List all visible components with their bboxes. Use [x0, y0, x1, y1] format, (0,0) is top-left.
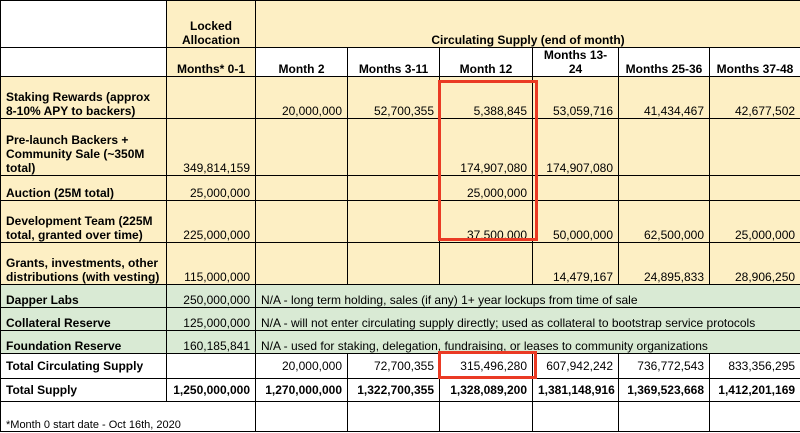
table-row: Pre-launch Backers + Community Sale (~35…: [0, 118, 800, 176]
cell: [255, 242, 348, 285]
empty-cell: [532, 401, 619, 432]
months-37-48-header: Months 37-48: [708, 47, 800, 77]
row-label-foundation: Foundation Reserve: [0, 330, 167, 354]
table-row: Foundation Reserve 160,185,841 N/A - use…: [0, 330, 800, 354]
month-2-header: Month 2: [255, 47, 348, 77]
table-row: Development Team (225M total, granted ov…: [0, 200, 800, 243]
cell: 53,059,716: [532, 76, 619, 119]
cell: [347, 175, 440, 201]
cell: 41,434,467: [618, 76, 710, 119]
cell: 25,000,000: [708, 200, 800, 243]
cell: 1,328,089,200: [439, 378, 533, 402]
cell: 52,700,355: [347, 76, 440, 119]
empty-cell: [618, 401, 710, 432]
cell: 736,772,543: [618, 353, 710, 379]
cell: 62,500,000: [618, 200, 710, 243]
cell: 607,942,242: [532, 353, 619, 379]
row-label-devteam: Development Team (225M total, granted ov…: [0, 200, 167, 243]
corner-empty-cell: [0, 0, 167, 48]
row-label-total-circulating: Total Circulating Supply: [0, 353, 167, 379]
row-label-prelaunch: Pre-launch Backers + Community Sale (~35…: [0, 118, 167, 176]
cell: 28,906,250: [708, 242, 800, 285]
cell: [166, 353, 256, 379]
cell: 125,000,000: [166, 307, 256, 331]
month-12-header: Month 12: [439, 47, 533, 77]
cell: [708, 118, 800, 176]
row-label-grants: Grants, investments, other distributions…: [0, 242, 167, 285]
row-label-staking: Staking Rewards (approx 8-10% APY to bac…: [0, 76, 167, 119]
cell: 315,496,280: [439, 353, 533, 379]
cell: 14,479,167: [532, 242, 619, 285]
cell: [166, 76, 256, 119]
cell: 25,000,000: [166, 175, 256, 201]
cell: 20,000,000: [255, 353, 348, 379]
table-row: Total Circulating Supply 20,000,000 72,7…: [0, 353, 800, 379]
cell: [618, 118, 710, 176]
cell: 1,381,148,916: [532, 378, 619, 402]
footnote: *Month 0 start date - Oct 16th, 2020: [0, 401, 256, 432]
cell: [255, 200, 348, 243]
cell: 174,907,080: [439, 118, 533, 176]
row-label-auction: Auction (25M total): [0, 175, 167, 201]
cell: 42,677,502: [708, 76, 800, 119]
corner-empty-cell: [0, 47, 167, 77]
months-0-1-header: Months* 0-1: [166, 47, 256, 77]
row-label-collateral: Collateral Reserve: [0, 307, 167, 331]
cell: 5,388,845: [439, 76, 533, 119]
cell: 1,250,000,000: [166, 378, 256, 402]
cell: 1,270,000,000: [255, 378, 348, 402]
table-row: *Month 0 start date - Oct 16th, 2020: [0, 401, 800, 432]
table-row: Staking Rewards (approx 8-10% APY to bac…: [0, 76, 800, 119]
cell: [255, 118, 348, 176]
cell: 24,895,833: [618, 242, 710, 285]
row-label-dapper: Dapper Labs: [0, 284, 167, 308]
table-row: Total Supply 1,250,000,000 1,270,000,000…: [0, 378, 800, 402]
table-row: Collateral Reserve 125,000,000 N/A - wil…: [0, 307, 800, 331]
cell: [708, 175, 800, 201]
row-label-total-supply: Total Supply: [0, 378, 167, 402]
empty-cell: [439, 401, 533, 432]
cell: 20,000,000: [255, 76, 348, 119]
cell: 37,500,000: [439, 200, 533, 243]
cell: 1,369,523,668: [618, 378, 710, 402]
locked-allocation-header: Locked Allocation: [166, 0, 256, 48]
cell: 160,185,841: [166, 330, 256, 354]
empty-cell: [255, 401, 348, 432]
circulating-supply-header: Circulating Supply (end of month): [254, 0, 800, 48]
cell: 115,000,000: [166, 242, 256, 285]
cell: 250,000,000: [166, 284, 256, 308]
cell: [347, 200, 440, 243]
cell: 225,000,000: [166, 200, 256, 243]
cell: 25,000,000: [439, 175, 533, 201]
empty-cell: [347, 401, 440, 432]
reserve-note: N/A - used for staking, delegation, fund…: [254, 330, 800, 354]
table-row: Dapper Labs 250,000,000 N/A - long term …: [0, 284, 800, 308]
months-3-11-header: Months 3-11: [347, 47, 440, 77]
cell: 349,814,159: [166, 118, 256, 176]
reserve-note: N/A - long term holding, sales (if any) …: [254, 284, 800, 308]
table-row: Grants, investments, other distributions…: [0, 242, 800, 285]
months-13-24-header: Months 13-24: [532, 47, 619, 77]
cell: [347, 242, 440, 285]
cell: 72,700,355: [347, 353, 440, 379]
cell: 50,000,000: [532, 200, 619, 243]
cell: 1,412,201,169: [708, 378, 800, 402]
table-row: Auction (25M total) 25,000,000 25,000,00…: [0, 175, 800, 201]
cell: [532, 175, 619, 201]
reserve-note: N/A - will not enter circulating supply …: [254, 307, 800, 331]
cell: [347, 118, 440, 176]
cell: [439, 242, 533, 285]
empty-cell: [708, 401, 800, 432]
cell: 174,907,080: [532, 118, 619, 176]
cell: [255, 175, 348, 201]
cell: 1,322,700,355: [347, 378, 440, 402]
months-25-36-header: Months 25-36: [618, 47, 710, 77]
cell: 833,356,295: [708, 353, 800, 379]
cell: [618, 175, 710, 201]
